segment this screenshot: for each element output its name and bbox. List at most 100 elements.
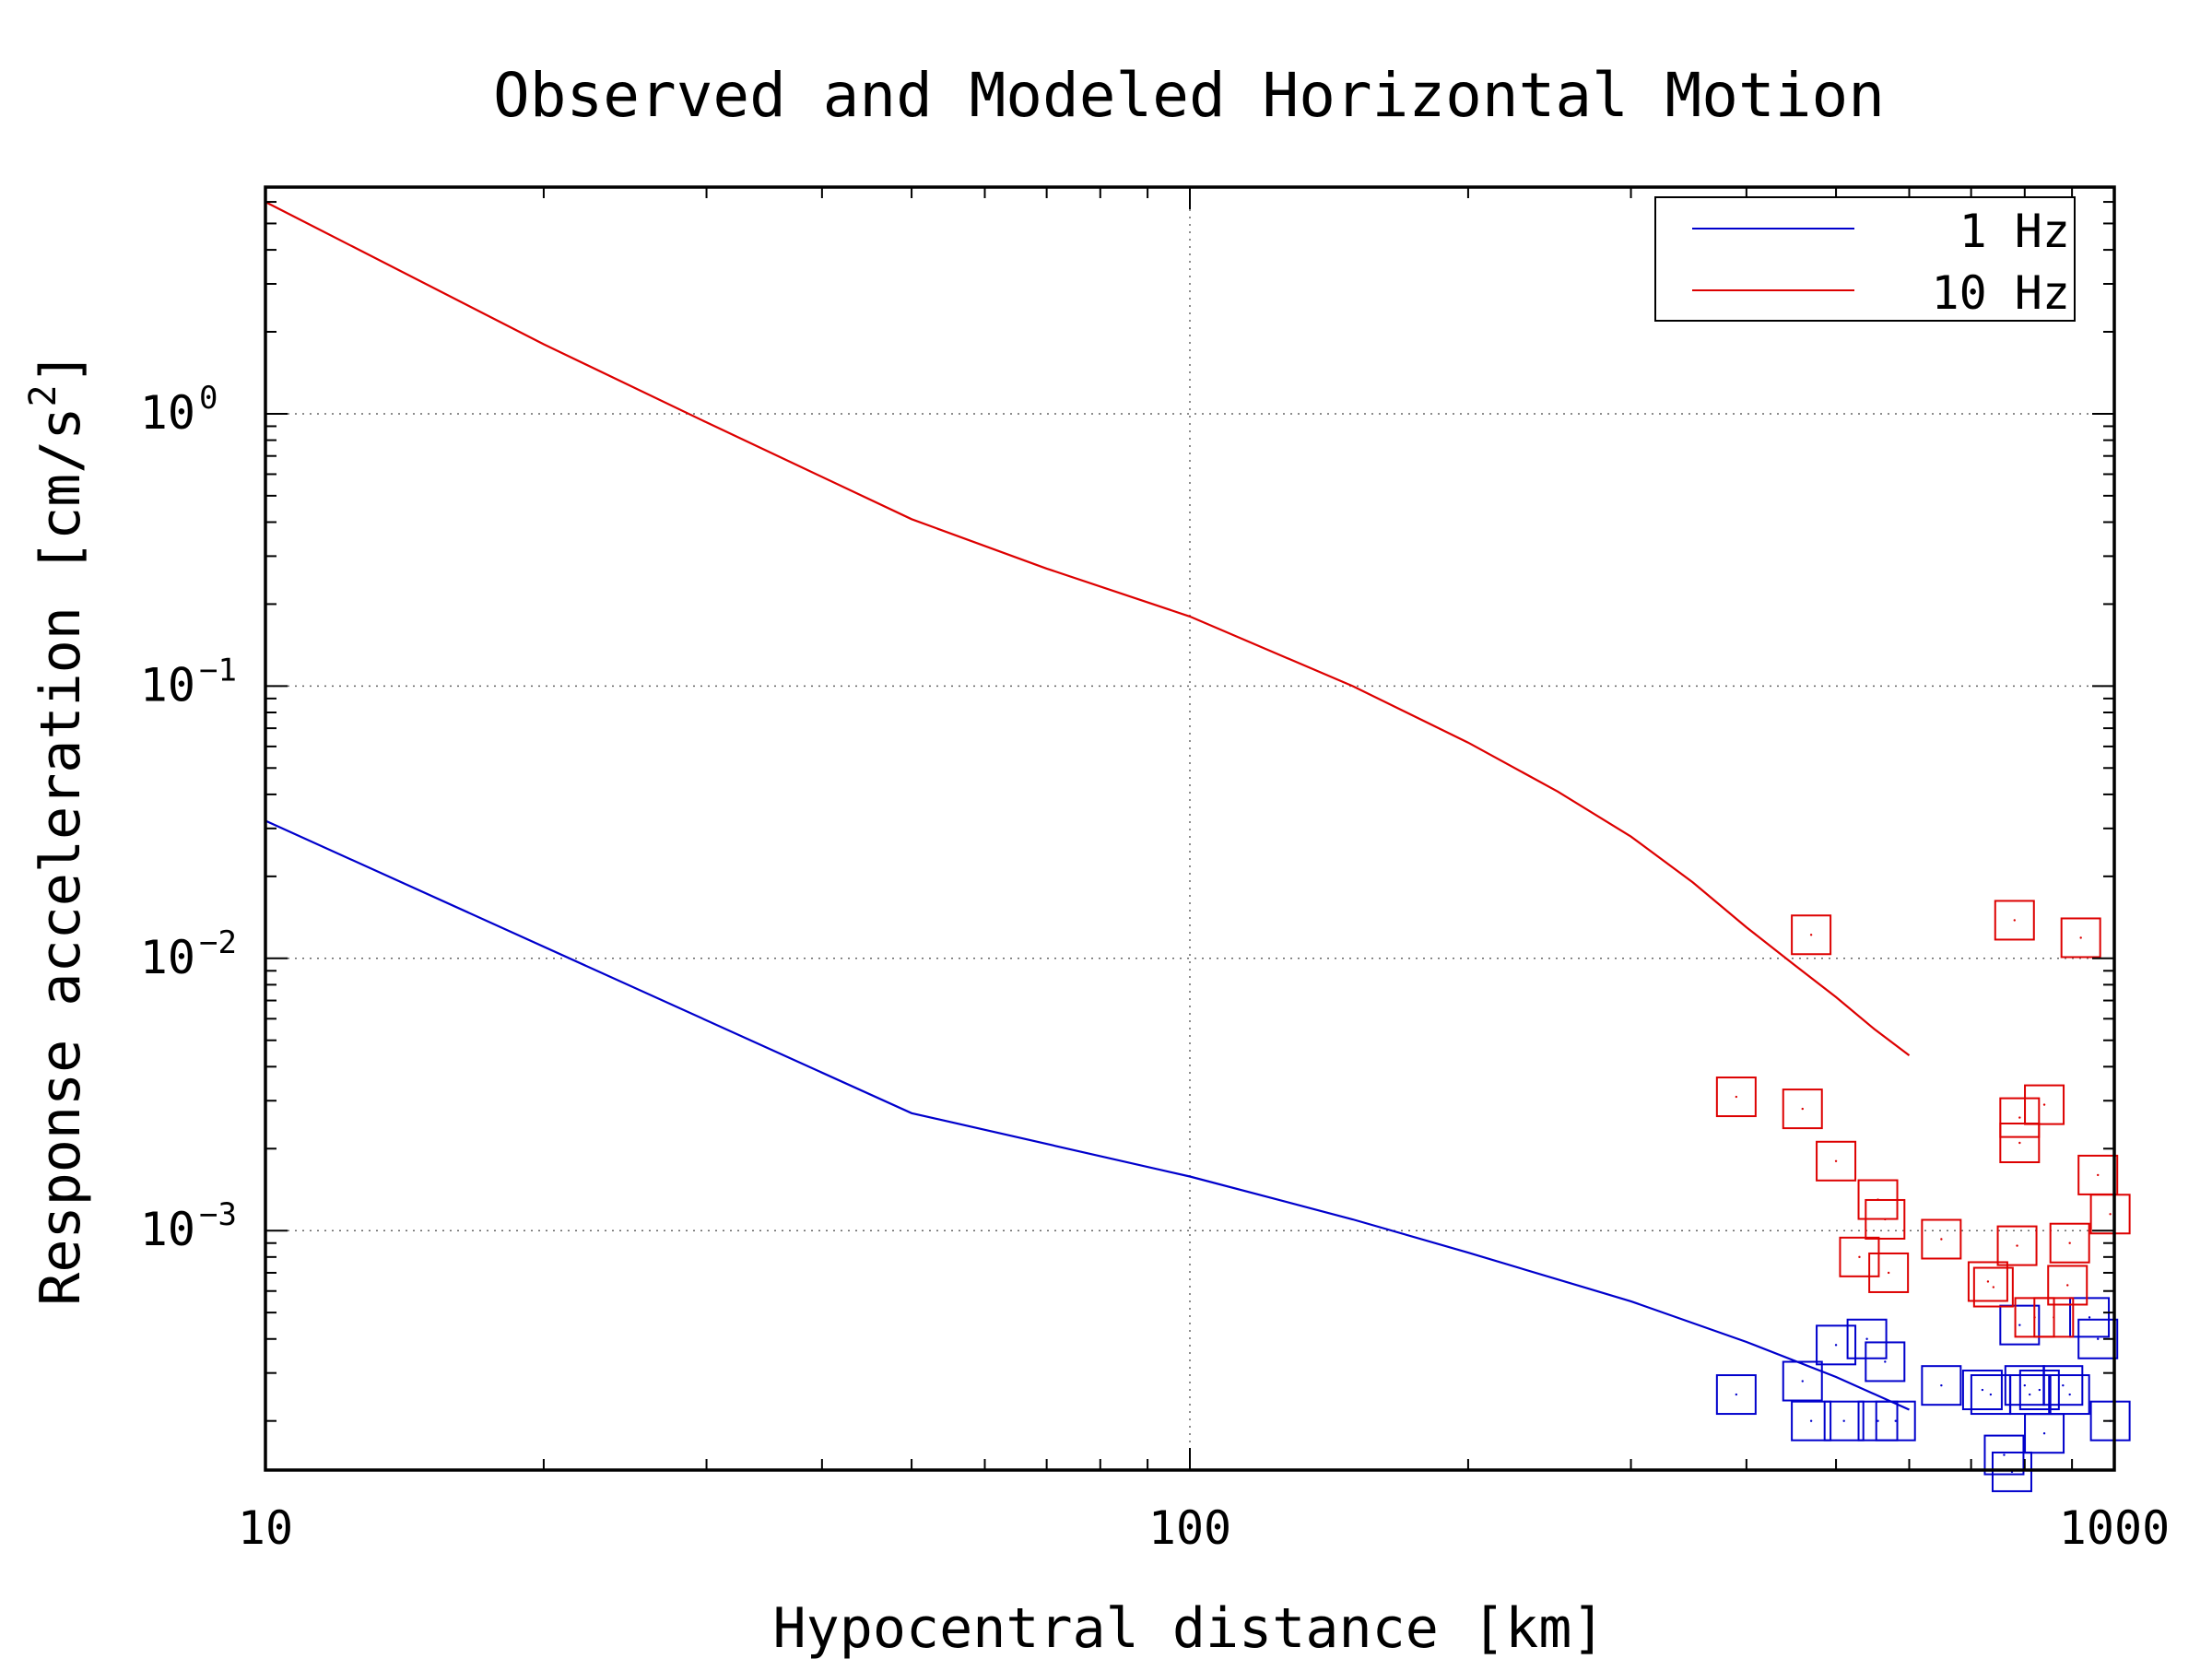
observed-point-center: [1801, 1380, 1804, 1382]
plot-frame: [264, 185, 2116, 1472]
y-tick-label: 10: [140, 931, 195, 984]
observed-point: [1816, 1140, 1857, 1182]
observed-point-center: [2023, 1383, 2026, 1387]
observed-point: [1972, 1266, 2014, 1308]
chart-title: Observed and Modeled Horizontal Motion: [493, 60, 1885, 131]
y-tick-exponent: −3: [199, 1196, 237, 1233]
x-tick-label: 1000: [2059, 1501, 2170, 1555]
observed-point-center: [2042, 1103, 2046, 1106]
observed-point-center: [1992, 1286, 1995, 1288]
observed-point: [2033, 1297, 2075, 1338]
observed-point-center: [1809, 934, 1813, 936]
observed-point: [2049, 1222, 2090, 1264]
observed-point-center: [2018, 1116, 2021, 1119]
x-axis-label: Hypocentral distance [km]: [772, 1596, 1605, 1659]
y-axis-label: Response acceleration [cm/s2]: [22, 351, 93, 1306]
observed-point: [1791, 1400, 1832, 1441]
legend-label-1hz: 1 Hz: [1959, 205, 2070, 258]
observed-point-center: [2079, 936, 2082, 939]
observed-point: [1991, 1451, 2032, 1492]
observed-point-center: [1877, 1419, 1879, 1422]
observed-point-center: [2068, 1393, 2071, 1396]
y-tick-base: 10: [140, 658, 195, 712]
y-tick-label: 10: [140, 1203, 195, 1256]
series-line-1-hz: [265, 819, 1910, 1411]
observed-point: [2089, 1400, 2131, 1441]
x-tick-labels: 10 100 1000: [238, 1501, 2170, 1555]
observed-point-center: [1809, 1419, 1813, 1422]
observed-point-center: [2097, 1173, 2100, 1177]
observed-point-center: [2029, 1393, 2031, 1396]
y-tick-base: 10: [140, 931, 195, 984]
observed-point: [1961, 1370, 2003, 1411]
y-tick-label: 10: [140, 386, 195, 440]
observed-point-center: [1989, 1393, 1993, 1396]
observed-point-center: [1884, 1360, 1887, 1363]
observed-point: [1921, 1365, 1962, 1406]
observed-point-center: [1834, 1159, 1838, 1162]
observed-point: [2089, 1194, 2131, 1235]
y-tick-exponent: 0: [199, 380, 218, 417]
observed-point: [1865, 1341, 1906, 1382]
y-tick-exponent: −2: [199, 924, 237, 961]
observed-point: [2042, 1365, 2084, 1406]
legend-box: [1654, 196, 2076, 322]
observed-point: [1967, 1261, 2008, 1302]
observed-point: [1921, 1218, 1962, 1260]
y-axis-label-main: Response acceleration [cm/s: [29, 406, 93, 1305]
observed-point-center: [1981, 1388, 1984, 1392]
legend-label-10hz: 10 Hz: [1931, 266, 2070, 320]
observed-point-center: [2013, 919, 2016, 922]
observed-point-center: [2018, 1141, 2021, 1145]
legend: 1 Hz 10 Hz: [1654, 196, 2076, 322]
observed-point-center: [1887, 1271, 1890, 1275]
observed-point-center: [1986, 1280, 1990, 1283]
observed-point-center: [2018, 1324, 2021, 1326]
observed-point-center: [1865, 1337, 1868, 1340]
observed-point-center: [2062, 1383, 2065, 1387]
observed-point-center: [1735, 1393, 1738, 1396]
observed-point-center: [1842, 1419, 1845, 1422]
observed-point: [1816, 1324, 1857, 1366]
plot-series: [265, 201, 2131, 1492]
observed-point-center: [1834, 1344, 1838, 1347]
x-tick-label: 100: [1148, 1501, 1231, 1555]
observed-point-center: [2109, 1213, 2112, 1216]
y-tick-base: 10: [140, 1203, 195, 1256]
observed-point-center: [2053, 1316, 2055, 1319]
observed-point: [1999, 1123, 2041, 1164]
y-axis-label-suffix: ]: [29, 351, 93, 384]
observed-point-center: [1801, 1107, 1804, 1111]
observed-point: [1791, 914, 1832, 956]
observed-point: [1846, 1318, 1888, 1359]
observed-point: [1715, 1077, 1757, 1118]
observed-point-center: [1894, 1419, 1897, 1422]
observed-point-center: [2003, 1453, 2006, 1456]
observed-point-center: [1940, 1383, 1943, 1387]
y-tick-base: 10: [140, 386, 195, 440]
observed-point: [1715, 1374, 1757, 1416]
observed-point-center: [2038, 1388, 2041, 1392]
y-axis-label-superscript: 2: [22, 384, 65, 406]
observed-point: [1865, 1198, 1906, 1240]
observed-point: [1999, 1304, 2041, 1346]
observed-point-center: [2066, 1284, 2069, 1287]
observed-point: [2049, 1374, 2090, 1416]
observed-point: [2047, 1265, 2088, 1306]
observed-point-center: [1858, 1255, 1861, 1259]
grid-lines: [265, 187, 2114, 1470]
observed-point-center: [2016, 1244, 2018, 1247]
observed-point: [1875, 1400, 1916, 1441]
observed-point-center: [2068, 1241, 2071, 1244]
y-tick-exponent: −1: [199, 652, 237, 688]
observed-point: [2077, 1318, 2119, 1359]
observed-point: [1994, 900, 2035, 941]
observed-point: [1983, 1434, 2025, 1476]
observed-point: [2024, 1413, 2065, 1454]
observed-point-center: [2097, 1337, 2100, 1340]
observed-point: [1868, 1252, 1910, 1293]
observed-point-center: [1940, 1238, 1943, 1241]
observed-point: [1823, 1400, 1865, 1441]
